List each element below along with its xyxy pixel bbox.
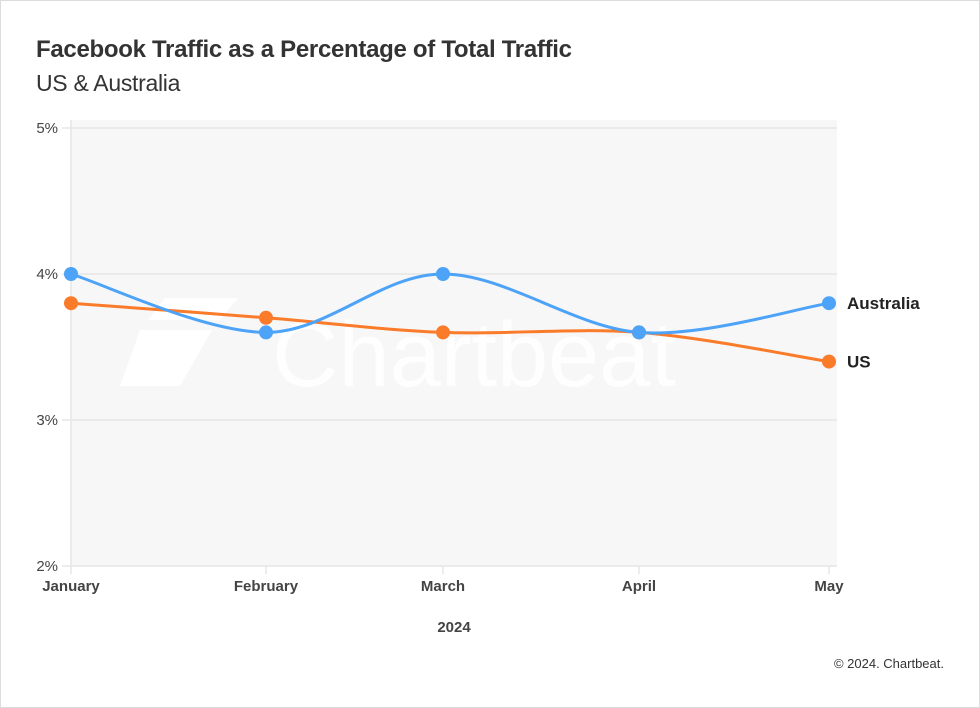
- x-axis-title: 2024: [437, 619, 471, 636]
- data-point-us[interactable]: [64, 296, 78, 311]
- y-tick-label: 4%: [36, 266, 58, 283]
- data-point-australia[interactable]: [822, 296, 836, 311]
- series-label-us: US: [847, 353, 871, 372]
- data-point-us[interactable]: [436, 325, 450, 340]
- x-tick-label: April: [622, 578, 656, 595]
- data-point-australia[interactable]: [632, 325, 646, 340]
- series-label-australia: Australia: [847, 294, 920, 313]
- x-tick-label: May: [814, 578, 844, 595]
- y-tick-label: 5%: [36, 120, 58, 137]
- y-tick-label: 3%: [36, 412, 58, 429]
- x-tick-label: March: [421, 578, 465, 595]
- x-tick-label: January: [42, 578, 100, 595]
- data-point-australia[interactable]: [436, 267, 450, 281]
- chartbeat-logo-icon: [120, 298, 238, 386]
- chart-subtitle: US & Australia: [36, 70, 181, 96]
- copyright-credit: © 2024. Chartbeat.: [833, 656, 944, 671]
- y-tick-label: 2%: [36, 558, 58, 575]
- x-tick-label: February: [234, 578, 299, 595]
- chart-title: Facebook Traffic as a Percentage of Tota…: [36, 36, 572, 63]
- data-point-australia[interactable]: [64, 267, 78, 281]
- data-point-australia[interactable]: [259, 325, 273, 340]
- data-point-us[interactable]: [259, 310, 273, 325]
- data-point-us[interactable]: [822, 354, 836, 369]
- watermark-text: Chartbeat: [272, 304, 676, 406]
- chartbeat-watermark: Chartbeat: [120, 298, 676, 406]
